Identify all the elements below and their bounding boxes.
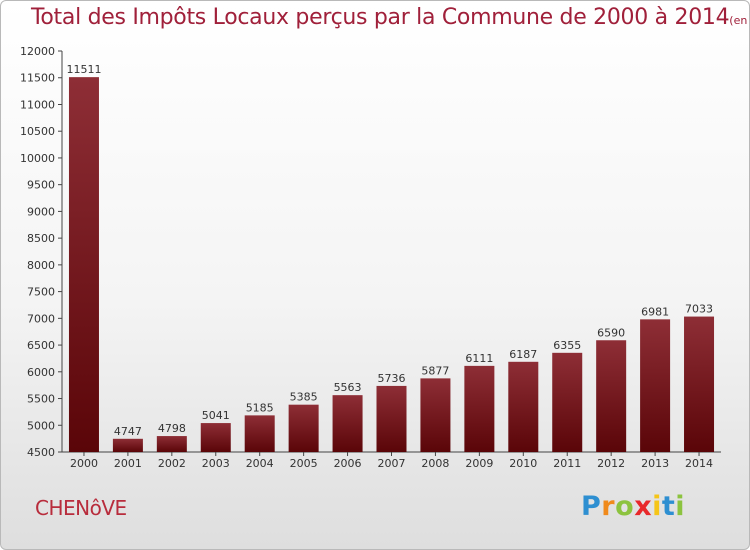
y-tick-label: 12000 xyxy=(20,45,55,58)
data-label: 5563 xyxy=(334,381,362,394)
chart-title-main: Total des Impôts Locaux perçus par la Co… xyxy=(31,5,730,30)
y-tick-label: 8500 xyxy=(27,232,55,245)
x-tick-label: 2010 xyxy=(509,457,537,470)
y-tick-label: 5000 xyxy=(27,419,55,432)
data-label: 6111 xyxy=(465,352,493,365)
bar xyxy=(332,395,363,452)
bar xyxy=(376,385,407,452)
data-label: 6187 xyxy=(509,348,537,361)
bar xyxy=(156,436,187,452)
y-tick-label: 8000 xyxy=(27,259,55,272)
bar xyxy=(112,438,143,452)
data-label: 7033 xyxy=(685,303,713,316)
bar xyxy=(464,365,495,452)
x-tick-label: 2013 xyxy=(641,457,669,470)
y-tick-label: 7000 xyxy=(27,312,55,325)
logo-letter: r xyxy=(601,491,616,522)
y-tick-label: 6500 xyxy=(27,339,55,352)
data-label: 5041 xyxy=(202,409,230,422)
y-tick-label: 11500 xyxy=(20,72,55,85)
x-tick-label: 2001 xyxy=(114,457,142,470)
x-tick-label: 2004 xyxy=(246,457,274,470)
data-label: 5385 xyxy=(290,391,318,404)
bar xyxy=(68,77,99,452)
x-tick-label: 2014 xyxy=(685,457,713,470)
bar xyxy=(552,352,583,452)
y-tick-label: 5500 xyxy=(27,393,55,406)
data-label: 5736 xyxy=(378,372,406,385)
y-tick-label: 7500 xyxy=(27,286,55,299)
x-tick-label: 2009 xyxy=(465,457,493,470)
logo-letter: x xyxy=(634,491,653,522)
data-label: 4747 xyxy=(114,425,142,438)
bar xyxy=(244,415,275,452)
x-tick-label: 2008 xyxy=(421,457,449,470)
y-tick-label: 10000 xyxy=(20,152,55,165)
data-label: 6355 xyxy=(553,339,581,352)
x-tick-label: 2005 xyxy=(290,457,318,470)
chart-title: Total des Impôts Locaux perçus par la Co… xyxy=(31,5,749,30)
y-tick-label: 4500 xyxy=(27,446,55,459)
x-tick-label: 2011 xyxy=(553,457,581,470)
y-tick-label: 11000 xyxy=(20,98,55,111)
logo-letter: i xyxy=(675,491,686,522)
bar xyxy=(420,378,451,452)
logo-letter: o xyxy=(615,491,635,522)
x-tick-label: 2000 xyxy=(70,457,98,470)
logo-letter: P xyxy=(581,491,602,522)
x-tick-label: 2006 xyxy=(334,457,362,470)
commune-name: CHENôVE xyxy=(35,496,127,520)
x-tick-label: 2007 xyxy=(378,457,406,470)
y-tick-label: 6000 xyxy=(27,366,55,379)
data-label: 5185 xyxy=(246,401,274,414)
x-tick-label: 2003 xyxy=(202,457,230,470)
chart-title-unit: (en milliers d'€) xyxy=(729,14,749,27)
bar xyxy=(288,404,319,452)
logo-letter: t xyxy=(661,491,676,522)
data-label: 4798 xyxy=(158,422,186,435)
data-label: 5877 xyxy=(421,364,449,377)
data-label: 11511 xyxy=(66,63,101,76)
bar xyxy=(640,319,671,452)
data-label: 6590 xyxy=(597,326,625,339)
x-tick-label: 2012 xyxy=(597,457,625,470)
proxiti-logo: Proxiti xyxy=(581,491,685,522)
x-tick-label: 2002 xyxy=(158,457,186,470)
bar xyxy=(508,361,539,452)
bar xyxy=(200,423,231,452)
bar xyxy=(596,340,627,452)
y-tick-label: 10500 xyxy=(20,125,55,138)
y-tick-label: 9000 xyxy=(27,205,55,218)
y-tick-label: 9500 xyxy=(27,179,55,192)
logo-letter: i xyxy=(652,491,662,522)
data-label: 6981 xyxy=(641,305,669,318)
bar xyxy=(684,316,715,452)
